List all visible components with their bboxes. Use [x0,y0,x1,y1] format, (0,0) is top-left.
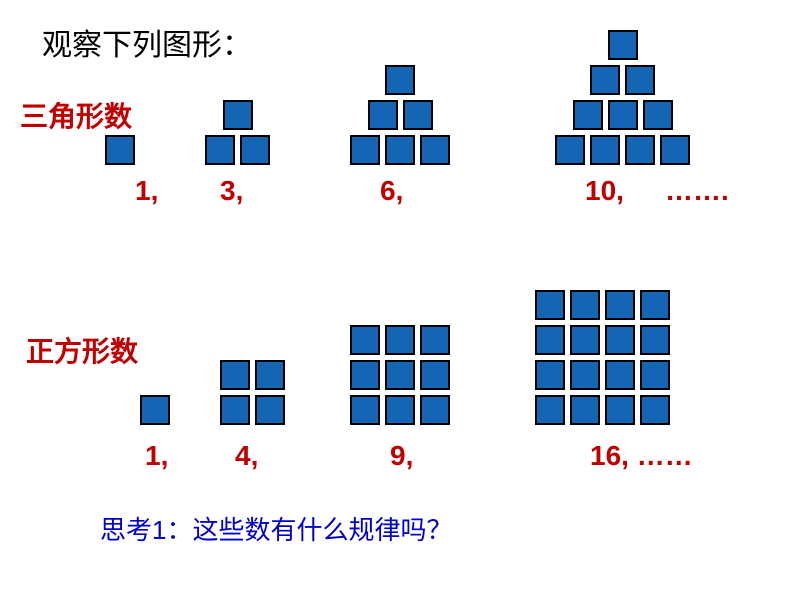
unit-square [385,65,415,95]
tri-num-1: 3, [220,175,243,207]
unit-square [535,395,565,425]
unit-square [385,360,415,390]
unit-square [350,395,380,425]
unit-square [625,65,655,95]
tri-num-0: 1, [135,175,158,207]
unit-square [608,100,638,130]
tri-num-4: ……. [665,175,729,207]
unit-square [570,360,600,390]
sq-num-1: 4, [235,440,258,472]
triangle-label: 三角形数 [20,95,132,135]
page-title: 观察下列图形： [42,20,252,64]
sq-num-3: 16, …… [590,440,693,472]
unit-square [420,325,450,355]
unit-square [640,290,670,320]
unit-square [643,100,673,130]
unit-square [535,360,565,390]
unit-square [605,360,635,390]
unit-square [140,395,170,425]
unit-square [420,135,450,165]
unit-square [223,100,253,130]
unit-square [420,395,450,425]
unit-square [205,135,235,165]
unit-square [368,100,398,130]
unit-square [640,395,670,425]
unit-square [590,65,620,95]
unit-square [350,135,380,165]
unit-square [573,100,603,130]
sq-num-0: 1, [145,440,168,472]
tri-num-2: 6, [380,175,403,207]
unit-square [640,360,670,390]
sq-num-2: 9, [390,440,413,472]
unit-square [420,360,450,390]
unit-square [385,135,415,165]
unit-square [535,325,565,355]
square-label: 正方形数 [26,330,138,370]
unit-square [403,100,433,130]
question-text: 思考1：这些数有什么规律吗？ [100,510,452,547]
unit-square [255,395,285,425]
unit-square [625,135,655,165]
unit-square [605,395,635,425]
unit-square [555,135,585,165]
unit-square [220,360,250,390]
unit-square [350,360,380,390]
unit-square [535,290,565,320]
unit-square [220,395,250,425]
unit-square [605,325,635,355]
unit-square [350,325,380,355]
unit-square [570,395,600,425]
unit-square [570,325,600,355]
unit-square [590,135,620,165]
unit-square [255,360,285,390]
unit-square [605,290,635,320]
tri-num-3: 10, [585,175,624,207]
unit-square [640,325,670,355]
unit-square [105,135,135,165]
unit-square [240,135,270,165]
unit-square [570,290,600,320]
unit-square [660,135,690,165]
unit-square [385,325,415,355]
unit-square [385,395,415,425]
unit-square [608,30,638,60]
